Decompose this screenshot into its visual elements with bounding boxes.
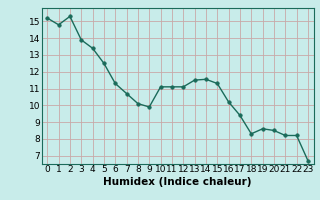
X-axis label: Humidex (Indice chaleur): Humidex (Indice chaleur) <box>103 177 252 187</box>
